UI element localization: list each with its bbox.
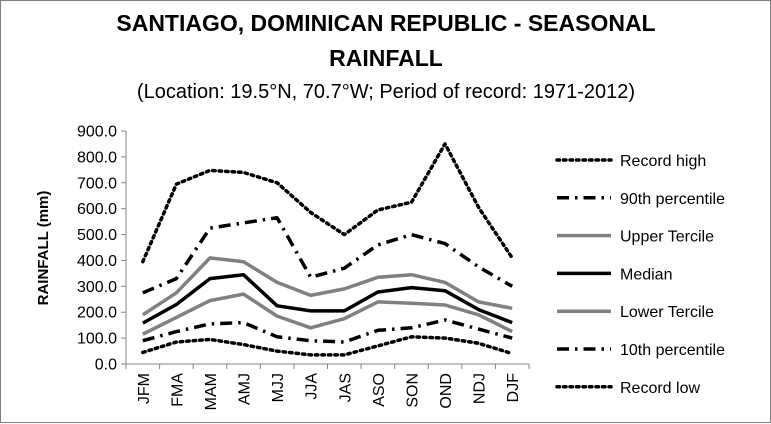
x-tick-label: JFM [136, 373, 153, 404]
chart-svg: SANTIAGO, DOMINICAN REPUBLIC - SEASONAL … [1, 1, 771, 424]
x-tick-label: JAS [337, 373, 354, 402]
x-tick-label: ASO [371, 373, 388, 407]
series-line-record-low [143, 337, 512, 355]
y-tick-label: 100.0 [77, 331, 117, 348]
y-tick-label: 600.0 [77, 201, 117, 218]
legend-label: Median [620, 266, 672, 283]
x-tick-label: SON [404, 373, 421, 408]
y-axis-label: RAINFALL (mm) [35, 191, 52, 306]
legend-label: Lower Tercile [620, 304, 714, 321]
chart-subtitle: (Location: 19.5°N, 70.7°W; Period of rec… [137, 81, 635, 103]
series-line-record-high [143, 144, 512, 262]
series-line-median [143, 275, 512, 323]
legend: Record high 90th percentile Upper Tercile M… [557, 153, 725, 397]
x-tick-label: FMA [169, 373, 186, 407]
legend-label: Record low [620, 380, 700, 397]
x-tick-label: MAM [203, 373, 220, 410]
x-tick-label: NDJ [472, 373, 489, 404]
y-tick-label: 300.0 [77, 279, 117, 296]
legend-label: 10th percentile [620, 342, 725, 359]
y-tick-label: 400.0 [77, 253, 117, 270]
y-tick-label: 200.0 [77, 305, 117, 322]
chart-title-line2: RAINFALL [329, 45, 443, 71]
y-tick-label: 700.0 [77, 175, 117, 192]
y-tick-label: 900.0 [77, 124, 117, 141]
x-tick-label: DJF [505, 373, 522, 403]
x-tick-label: JJA [304, 373, 321, 400]
legend-label: 90th percentile [620, 191, 725, 208]
x-tick-label: MJJ [270, 373, 287, 402]
series-line-90th-percentile [143, 218, 512, 293]
y-tick-label: 800.0 [77, 149, 117, 166]
y-tick-label: 500.0 [77, 227, 117, 244]
series-lines [143, 144, 512, 355]
legend-label: Upper Tercile [620, 229, 714, 246]
chart-container: SANTIAGO, DOMINICAN REPUBLIC - SEASONAL … [0, 0, 771, 423]
legend-label: Record high [620, 153, 706, 170]
y-tick-label: 0.0 [95, 357, 117, 374]
chart-title-line1: SANTIAGO, DOMINICAN REPUBLIC - SEASONAL [116, 10, 655, 36]
x-tick-label: OND [438, 373, 455, 409]
x-tick-label: AMJ [237, 373, 254, 405]
